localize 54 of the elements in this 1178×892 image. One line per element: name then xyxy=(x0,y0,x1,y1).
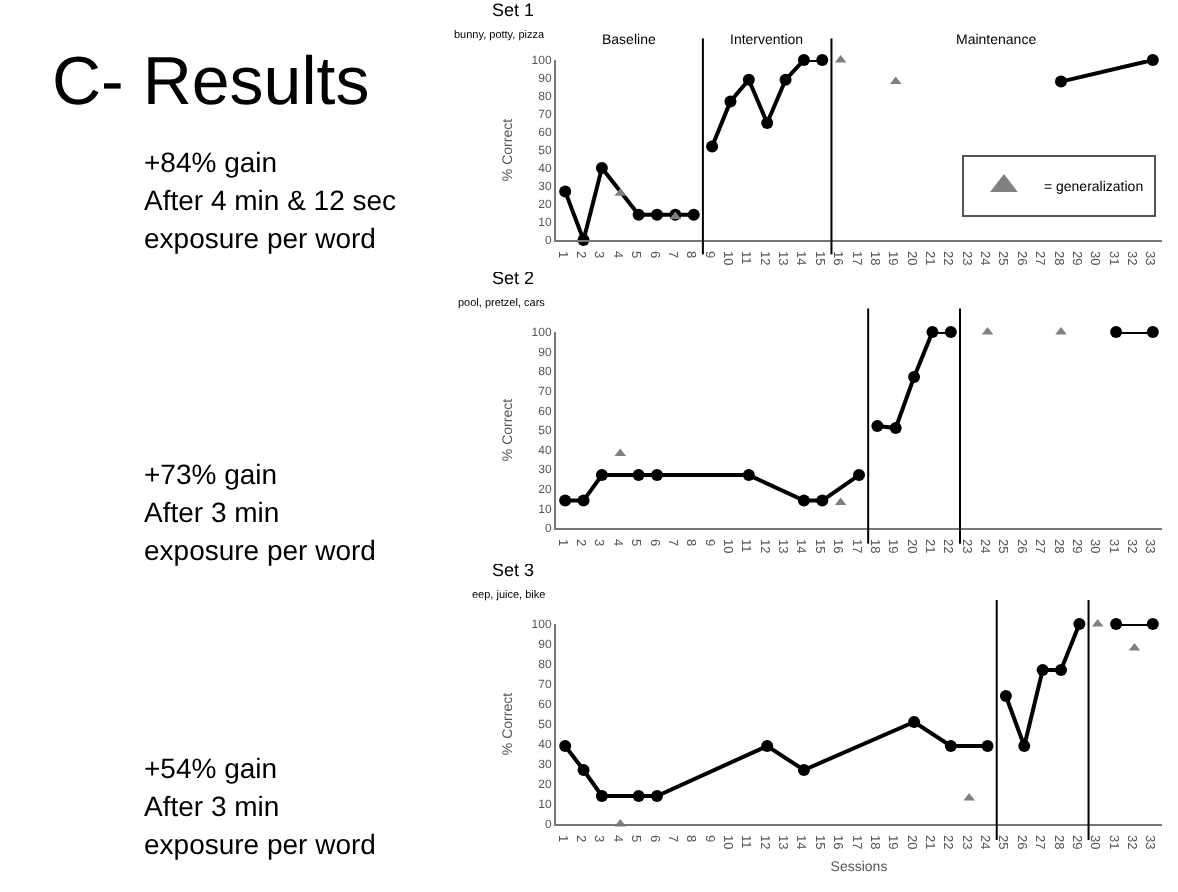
point xyxy=(761,117,774,129)
point xyxy=(632,790,645,802)
point xyxy=(742,469,755,482)
point xyxy=(706,140,719,153)
text: C- Results xyxy=(52,44,370,122)
point xyxy=(797,764,810,776)
point xyxy=(1055,75,1067,88)
point xyxy=(1036,664,1049,676)
point xyxy=(761,740,774,752)
text: +54% gain After 3 min exposure per word xyxy=(144,750,376,864)
text: +73% gain After 3 min exposure per word xyxy=(144,456,376,570)
point xyxy=(944,740,957,752)
point xyxy=(595,162,608,174)
text: +84% gain After 4 min & 12 sec exposure per word xyxy=(144,144,397,258)
point xyxy=(944,326,957,338)
point xyxy=(1146,54,1159,66)
point xyxy=(1146,618,1159,630)
point xyxy=(651,469,663,482)
point xyxy=(816,494,829,507)
chart-title: Set 2 xyxy=(492,268,535,288)
point xyxy=(559,740,572,752)
point xyxy=(651,790,663,802)
point xyxy=(926,326,939,338)
point xyxy=(816,54,829,66)
point xyxy=(1055,664,1067,676)
point xyxy=(889,422,902,435)
point xyxy=(797,54,810,66)
point xyxy=(1110,618,1123,630)
point xyxy=(559,185,572,198)
point xyxy=(908,371,921,384)
point xyxy=(853,469,865,482)
point xyxy=(687,208,700,221)
point xyxy=(999,690,1012,702)
point xyxy=(797,494,810,507)
point xyxy=(724,95,737,108)
chart-title: Set 3 xyxy=(492,560,535,580)
chart-title: Set 1 xyxy=(492,0,535,20)
point xyxy=(651,208,663,221)
point xyxy=(559,494,572,507)
point xyxy=(779,73,792,86)
point xyxy=(595,790,608,802)
point xyxy=(908,716,921,728)
point xyxy=(632,208,645,221)
point xyxy=(595,469,608,482)
point xyxy=(1146,326,1159,338)
point xyxy=(1110,326,1123,338)
point xyxy=(871,420,884,433)
point xyxy=(577,764,590,776)
point xyxy=(632,469,645,482)
point xyxy=(1073,618,1086,630)
point xyxy=(577,494,590,507)
point xyxy=(981,740,994,752)
point xyxy=(742,73,755,86)
point xyxy=(1018,740,1031,752)
